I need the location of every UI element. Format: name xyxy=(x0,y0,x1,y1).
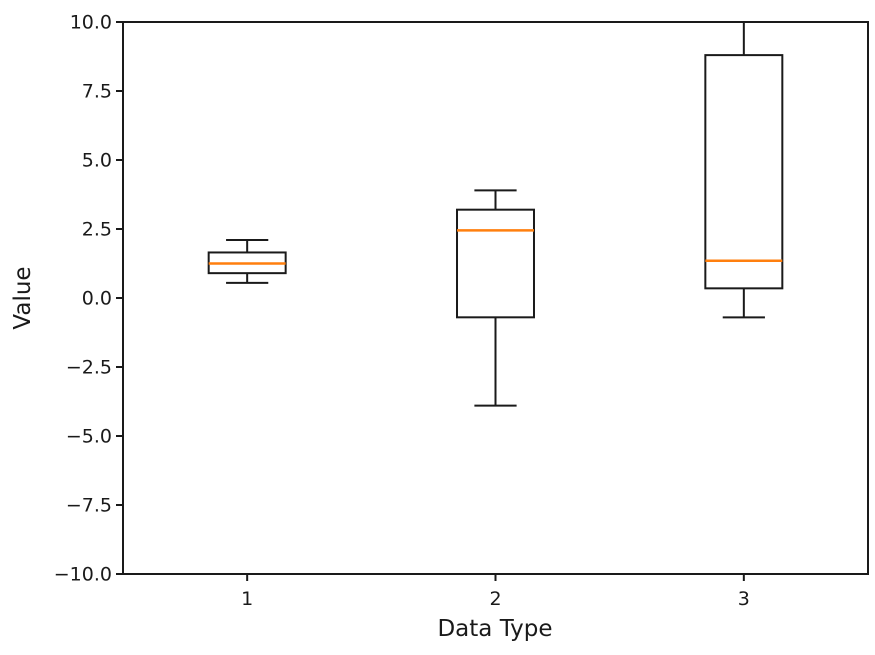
y-tick-label: 2.5 xyxy=(82,219,112,241)
y-axis-label: Value xyxy=(10,266,36,329)
x-tick-label: 1 xyxy=(241,588,253,610)
ticks-layer: 10.0 7.5 5.0 2.5 0.0 −2.5 −5.0 −7.5 −10.0 1 2 3 xyxy=(54,12,750,611)
plot-border xyxy=(122,21,869,575)
x-tick-label: 2 xyxy=(489,588,501,610)
box-group-1 xyxy=(207,239,287,284)
y-tick-label: 0.0 xyxy=(82,288,112,310)
box-rect xyxy=(704,54,784,290)
y-tick-label: −2.5 xyxy=(66,357,112,379)
boxes-layer xyxy=(207,21,784,407)
y-tick-label: −10.0 xyxy=(54,564,112,586)
y-tick-label: 7.5 xyxy=(82,81,112,103)
box-group-2 xyxy=(456,189,535,407)
box-group-3 xyxy=(704,21,784,319)
y-tick-label: −7.5 xyxy=(66,495,112,517)
x-axis-label: Data Type xyxy=(437,616,552,642)
x-tick-label: 3 xyxy=(738,588,750,610)
y-tick-label: −5.0 xyxy=(66,426,112,448)
y-tick-label: 5.0 xyxy=(82,150,112,172)
box-rect xyxy=(456,208,535,319)
y-tick-label: 10.0 xyxy=(70,12,112,34)
